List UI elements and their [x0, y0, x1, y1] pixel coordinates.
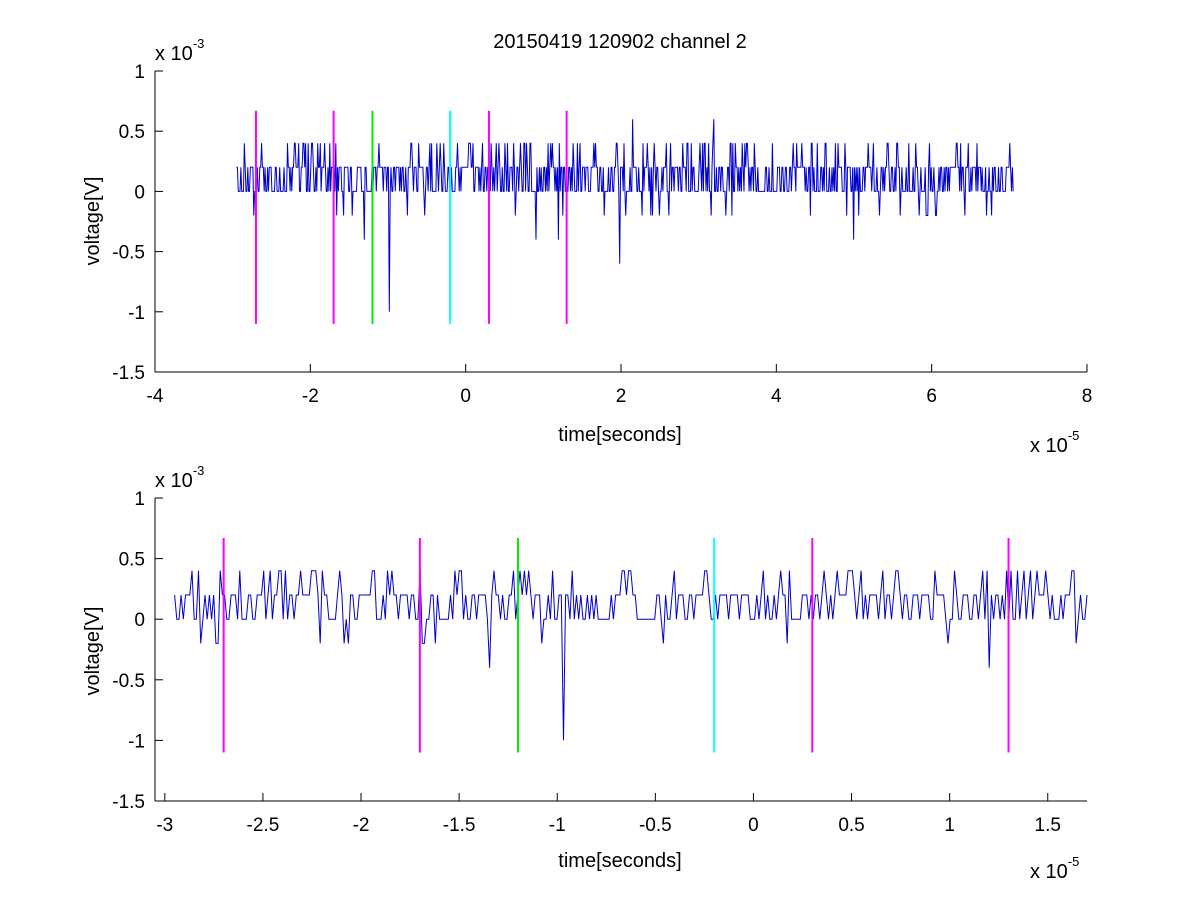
bottom-tick-layer: -3 -2.5 -2 -1.5 -1 -0.5 0 0.5 1 1.5 -1.5 -1 -0.5 0 0.5…: [112, 489, 1061, 836]
top-y-tick-label: -0.5: [112, 243, 145, 264]
bottom-x-tick-label: 1.5: [1035, 815, 1061, 836]
bottom-x-tick-label: -0.5: [639, 815, 672, 836]
top-signal-line: [236, 119, 1014, 312]
bottom-subplot: -3 -2.5 -2 -1.5 -1 -0.5 0 0.5 1 1.5 -1.5 -1 -0.5 0 0.5…: [82, 463, 1088, 883]
bottom-y-tick-label: 1: [134, 489, 145, 510]
top-signal-layer: [236, 119, 1014, 312]
bottom-y-tick-label: 0: [134, 610, 145, 631]
top-tick-layer: -4 -2 0 2 4 6 8 -1.5 -1 -0.5 0 0.5 1: [112, 62, 1092, 407]
top-x-multiplier: x 10-5: [1030, 428, 1079, 457]
top-x-tick-label: -4: [147, 386, 164, 407]
top-y-multiplier-exponent: -3: [193, 36, 205, 51]
top-x-tick-label: -2: [302, 386, 319, 407]
bottom-y-multiplier-exponent: -3: [193, 463, 205, 478]
bottom-x-tick-label: 1: [944, 815, 955, 836]
top-axes: [154, 71, 1087, 373]
top-x-tick-label: 8: [1082, 386, 1093, 407]
bottom-axes: [154, 498, 1087, 802]
top-marker-layer: [254, 110, 568, 324]
bottom-y-tick-label: -0.5: [112, 671, 145, 692]
top-y-axis-label: voltage[V]: [82, 177, 104, 266]
top-subplot: -4 -2 0 2 4 6 8 -1.5 -1 -0.5 0 0.5 1 time[seconds] v…: [82, 36, 1092, 457]
bottom-x-tick-label: -1.5: [443, 815, 476, 836]
top-y-tick-label: 0: [134, 182, 145, 203]
bottom-x-tick-label: 0.5: [838, 815, 864, 836]
bottom-x-tick-label: -2: [353, 815, 370, 836]
bottom-signal-layer: [174, 570, 1088, 741]
top-x-multiplier-exponent: -5: [1068, 428, 1080, 443]
top-y-multiplier: x 10-3: [155, 36, 204, 65]
bottom-x-multiplier-base: x 10: [1030, 861, 1068, 883]
top-y-multiplier-base: x 10: [155, 43, 193, 65]
figure-title: 20150419 120902 channel 2: [493, 31, 747, 53]
bottom-y-tick-label: 0.5: [119, 550, 145, 571]
bottom-y-multiplier-base: x 10: [155, 470, 193, 492]
bottom-y-tick-label: -1: [128, 731, 145, 752]
top-x-axis-label: time[seconds]: [558, 424, 681, 446]
bottom-x-tick-label: -1: [549, 815, 566, 836]
top-x-tick-label: 6: [926, 386, 937, 407]
top-y-tick-label: -1.5: [112, 363, 145, 384]
top-x-tick-label: 2: [616, 386, 627, 407]
bottom-y-multiplier: x 10-3: [155, 463, 204, 492]
bottom-x-multiplier: x 10-5: [1030, 854, 1079, 883]
top-x-tick-label: 4: [771, 386, 782, 407]
top-y-tick-label: 0.5: [119, 122, 145, 143]
bottom-y-tick-label: -1.5: [112, 792, 145, 813]
bottom-x-tick-label: -2.5: [247, 815, 280, 836]
top-x-tick-label: 0: [460, 386, 471, 407]
bottom-x-tick-label: -3: [156, 815, 173, 836]
top-y-tick-label: 1: [134, 62, 145, 83]
bottom-x-axis-label: time[seconds]: [558, 850, 681, 872]
bottom-x-multiplier-exponent: -5: [1068, 854, 1080, 869]
bottom-signal-line: [174, 570, 1088, 741]
top-x-multiplier-base: x 10: [1030, 435, 1068, 457]
bottom-marker-layer: [222, 537, 1010, 753]
bottom-x-tick-label: 0: [748, 815, 759, 836]
bottom-y-axis-label: voltage[V]: [82, 607, 104, 696]
top-y-tick-label: -1: [128, 303, 145, 324]
